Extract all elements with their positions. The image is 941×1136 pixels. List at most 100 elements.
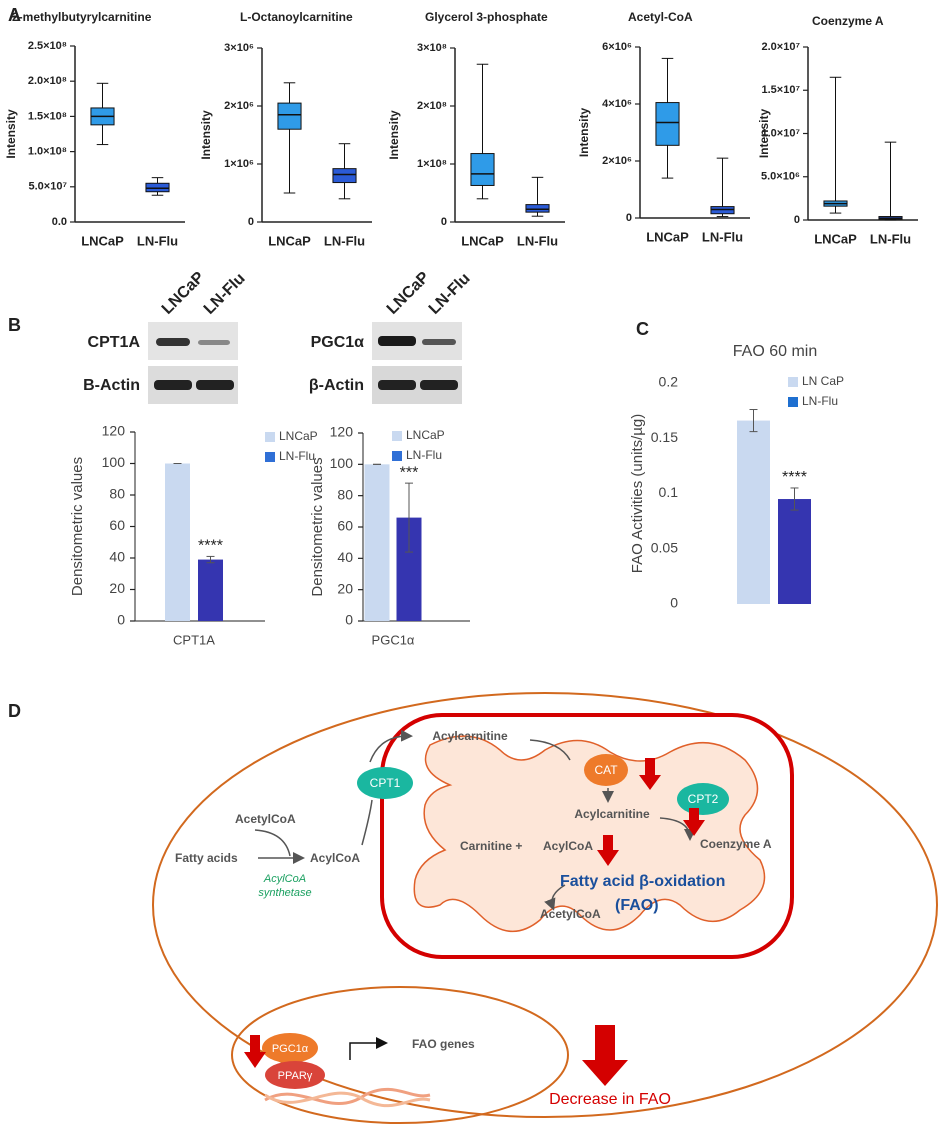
band xyxy=(196,380,234,390)
x-tick-label: LN-Flu xyxy=(870,231,911,246)
y-axis-label: Intensity xyxy=(199,110,213,160)
x-tick-label: PGC1α xyxy=(372,632,415,647)
y-tick-label: 6×10⁶ xyxy=(602,41,632,53)
label: PGC1α xyxy=(272,1043,309,1055)
bar xyxy=(165,463,190,621)
annotation: **** xyxy=(198,538,223,555)
legend-swatch xyxy=(788,377,798,387)
y-tick-label: 0 xyxy=(626,212,632,224)
y-tick-label: 2×10⁸ xyxy=(417,100,447,112)
legend-label: LNCaP xyxy=(406,428,445,442)
box xyxy=(277,102,302,130)
y-tick-label: 2.0×10⁷ xyxy=(762,41,801,53)
y-tick-label: 60 xyxy=(109,517,125,533)
legend-swatch xyxy=(788,397,798,407)
bar xyxy=(778,499,811,604)
y-tick-label: 0.15 xyxy=(651,429,678,445)
arrow xyxy=(659,817,696,841)
y-tick-label: 100 xyxy=(102,454,126,470)
arrow xyxy=(361,799,373,846)
label: AcylCoA xyxy=(310,851,360,865)
x-tick-label: LNCaP xyxy=(268,233,311,248)
y-tick-label: 0 xyxy=(794,214,800,226)
y-tick-label: 0.0 xyxy=(52,216,67,228)
band xyxy=(198,340,230,345)
y-tick-label: 2×10⁶ xyxy=(602,155,632,167)
legend-swatch xyxy=(265,432,275,442)
panel-letter: B xyxy=(8,315,21,335)
y-axis-label: Intensity xyxy=(4,109,18,159)
label: Acylcarnitine xyxy=(574,807,650,821)
label: CPT2 xyxy=(688,792,719,806)
x-tick-label: LN-Flu xyxy=(324,233,365,248)
y-axis-label: Intensity xyxy=(757,109,771,159)
protein xyxy=(357,767,413,799)
y-tick-label: 1×10⁸ xyxy=(417,158,447,170)
panel-letter: A xyxy=(8,5,21,25)
label: AcetylCoA xyxy=(540,907,601,921)
blot-row: PGC1α xyxy=(311,334,365,351)
blot-column: LN-Flu xyxy=(426,270,474,318)
chart-title: Coenzyme A xyxy=(812,14,884,28)
x-tick-label: CPT1A xyxy=(173,632,215,647)
band xyxy=(156,338,190,346)
label: Decrease in FAO xyxy=(549,1091,671,1108)
label: Acylcarnitine xyxy=(432,729,508,743)
panel-letter: C xyxy=(636,319,649,339)
inner-membrane xyxy=(413,735,766,933)
blot-row: β-Actin xyxy=(309,377,364,394)
chart-title: Glycerol 3-phosphate xyxy=(425,10,548,24)
blot-column: LNCaP xyxy=(159,268,208,317)
label: synthetase xyxy=(258,887,311,899)
y-tick-label: 120 xyxy=(330,424,354,440)
legend-label: LN-Flu xyxy=(406,448,442,462)
y-axis-label: FAO Activities (units/µg) xyxy=(629,414,646,574)
x-tick-label: LNCaP xyxy=(461,233,504,248)
label: Coenzyme A xyxy=(700,837,772,851)
arrow xyxy=(349,1037,388,1060)
y-tick-label: 2.0×10⁸ xyxy=(28,75,67,87)
y-tick-label: 3×10⁸ xyxy=(417,42,447,54)
western-blots: LNCaP LN-Flu LNCaP LN-Flu CPT1A B-Actin … xyxy=(83,268,474,404)
legend-label: LN CaP xyxy=(802,374,844,388)
protein xyxy=(265,1061,325,1089)
label: (FAO) xyxy=(615,897,659,914)
y-tick-label: 3×10⁶ xyxy=(224,42,254,54)
y-tick-label: 20 xyxy=(337,580,353,596)
blot-column: LNCaP xyxy=(384,268,433,317)
protein xyxy=(262,1033,318,1063)
bar xyxy=(364,464,390,621)
y-axis-label: Intensity xyxy=(387,110,401,160)
y-tick-label: 40 xyxy=(337,549,353,565)
band xyxy=(422,339,456,345)
y-tick-label: 80 xyxy=(109,486,125,502)
y-tick-label: 1×10⁶ xyxy=(224,158,254,170)
cell xyxy=(152,692,938,1118)
x-tick-label: LNCaP xyxy=(646,229,689,244)
label: AcylCoA xyxy=(543,839,593,853)
protein xyxy=(677,783,729,815)
legend-swatch xyxy=(265,452,275,462)
bar xyxy=(737,420,770,604)
arrow xyxy=(544,884,566,911)
annotation: **** xyxy=(782,469,807,486)
y-tick-label: 1.0×10⁷ xyxy=(762,127,801,139)
y-tick-label: 0 xyxy=(117,612,125,628)
down-arrow xyxy=(582,1025,628,1086)
y-tick-label: 120 xyxy=(102,423,126,439)
y-tick-label: 0 xyxy=(441,216,447,228)
y-tick-label: 60 xyxy=(337,518,353,534)
blot-column: LN-Flu xyxy=(201,270,249,318)
annotation: *** xyxy=(400,464,419,481)
y-tick-label: 0.05 xyxy=(651,539,678,555)
protein xyxy=(584,754,628,786)
box xyxy=(655,102,680,146)
y-tick-label: 0.2 xyxy=(659,374,679,390)
box xyxy=(332,168,357,184)
y-tick-label: 0 xyxy=(670,595,678,611)
down-arrow xyxy=(244,1035,266,1068)
blot-row: B-Actin xyxy=(83,377,140,394)
band xyxy=(378,380,416,390)
label: Fatty acids xyxy=(175,851,238,865)
